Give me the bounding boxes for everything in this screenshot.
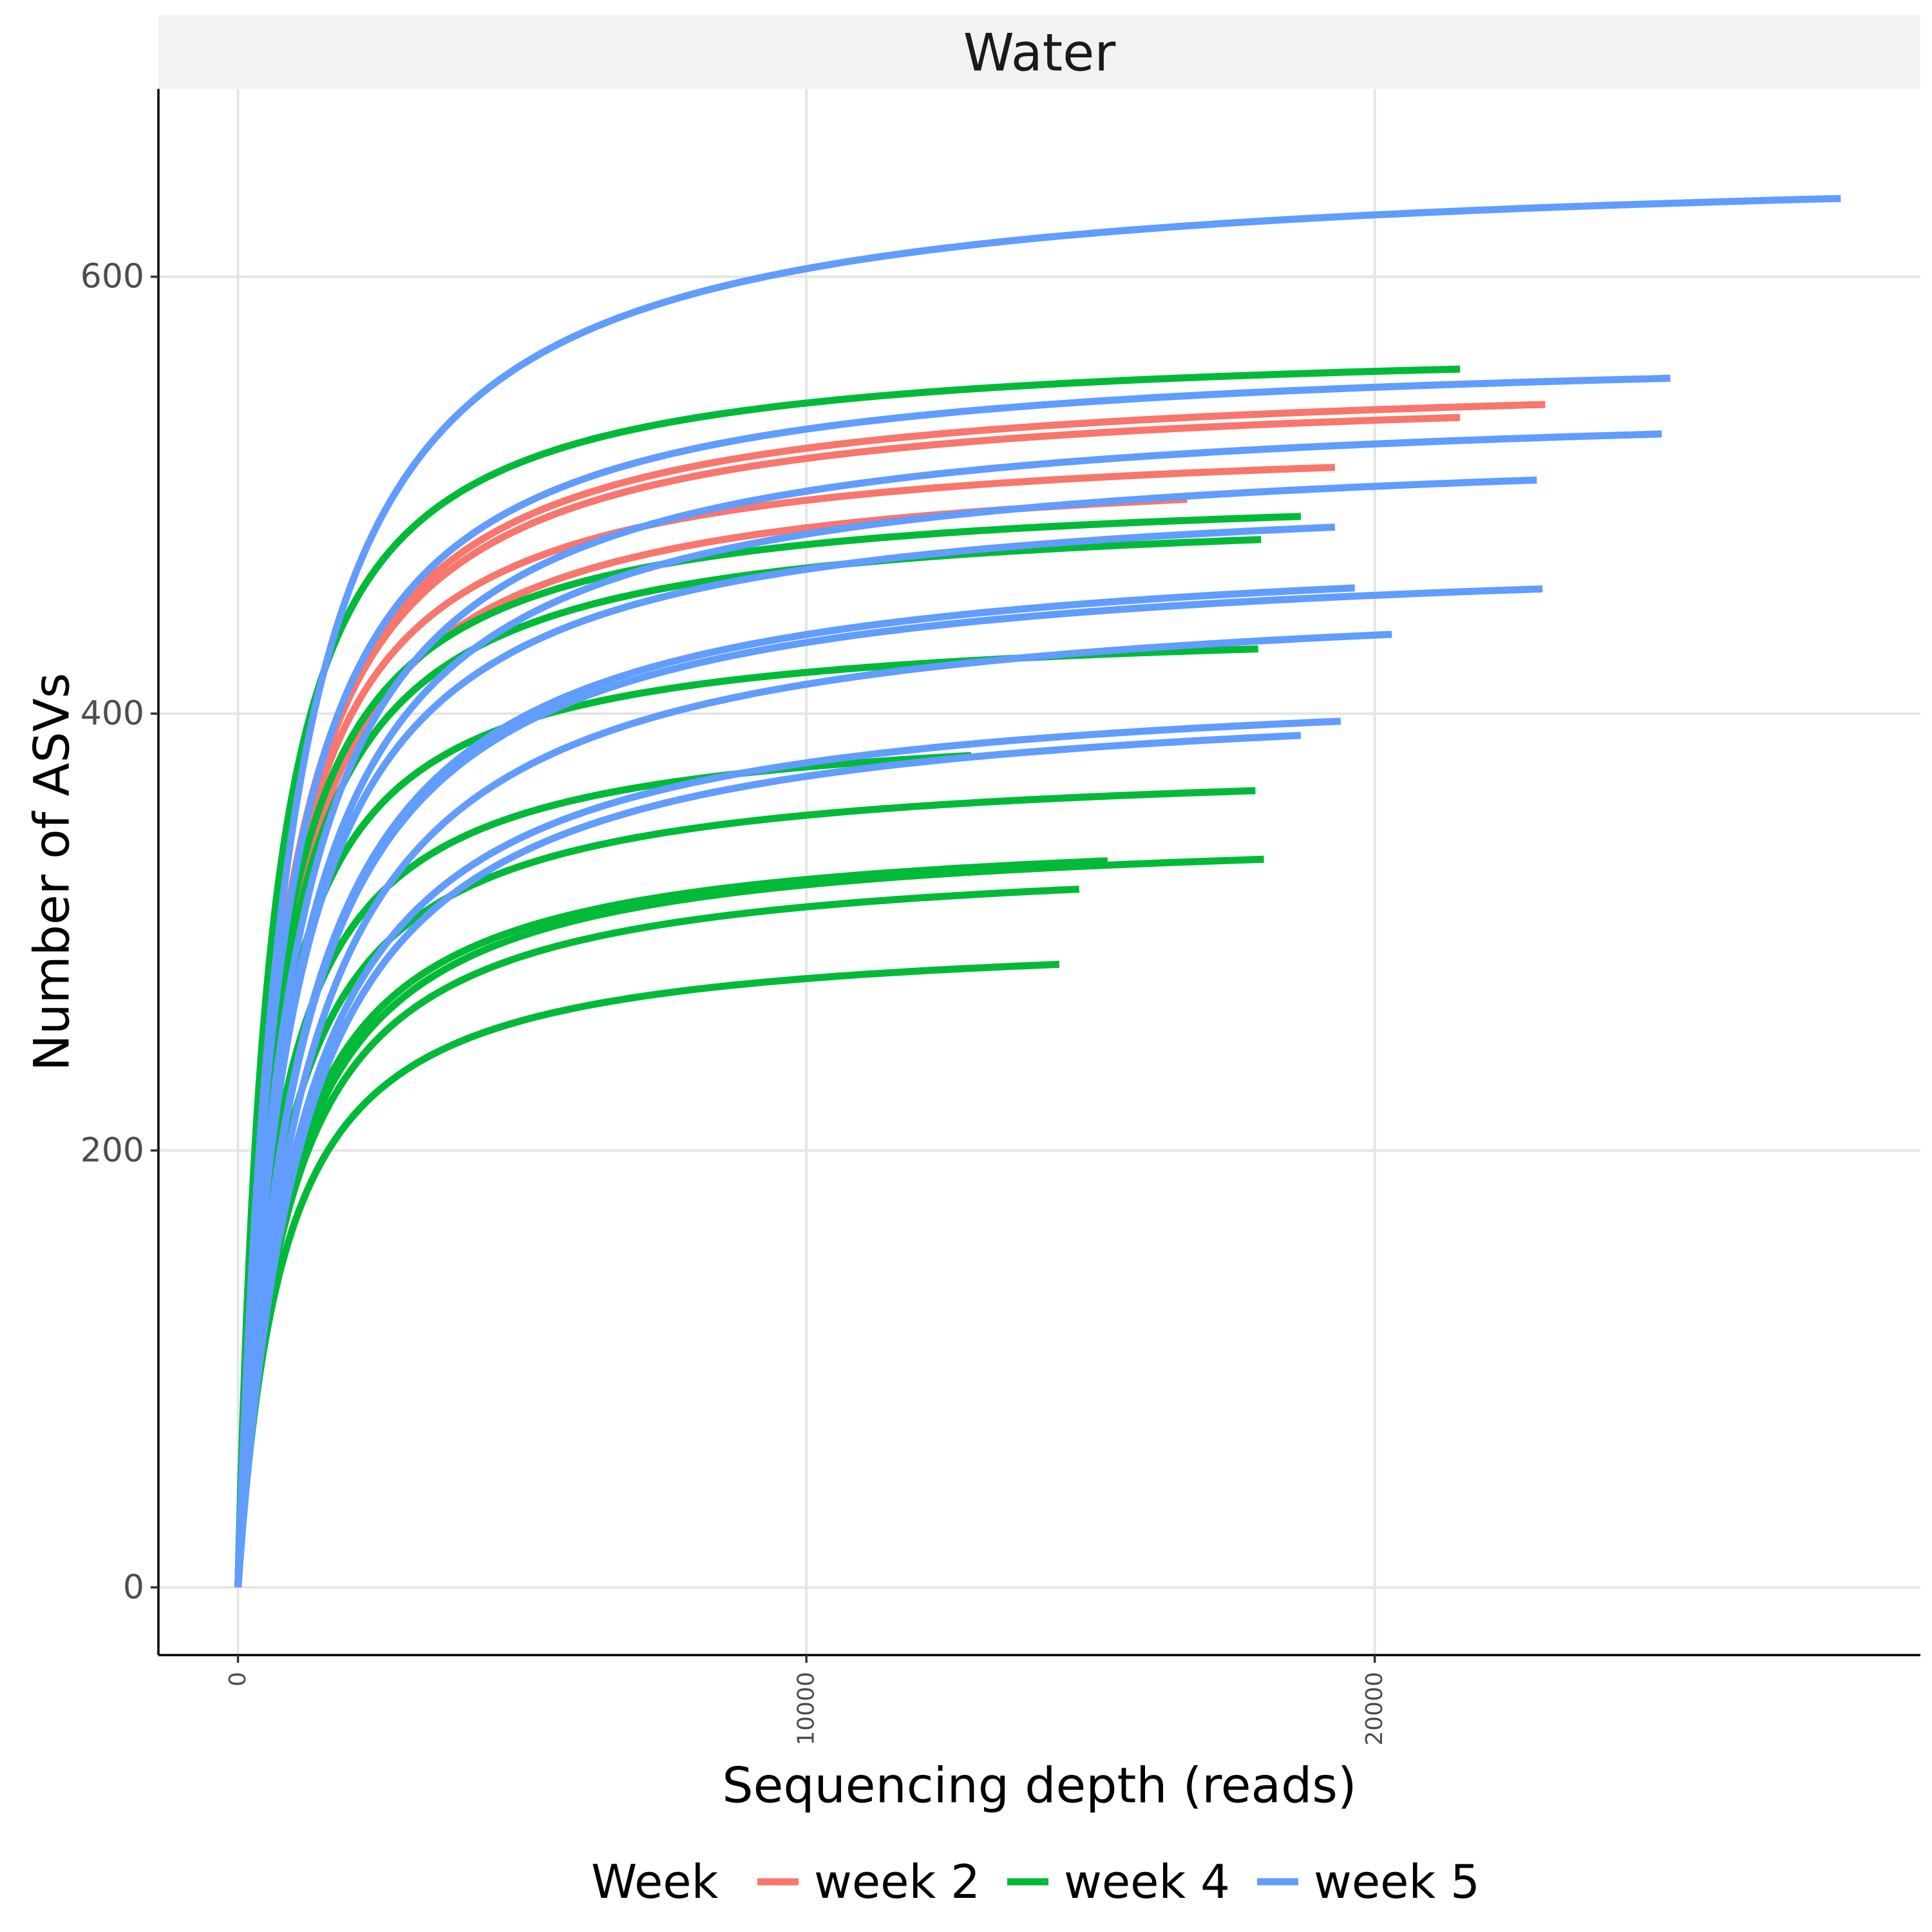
y-tick-label: 600 (80, 258, 144, 296)
x-axis-title: Sequencing depth (reads) (722, 1757, 1356, 1814)
series-lines (234, 194, 1841, 1591)
legend-label: week 5 (1314, 1855, 1480, 1909)
series-line-week-5 (234, 585, 1543, 1591)
series-line-week-4 (234, 365, 1461, 1591)
facet-strip-background (158, 15, 1920, 89)
legend-label: week 4 (1064, 1855, 1230, 1909)
gridlines (158, 89, 1920, 1655)
facet-strip-title: Water (963, 23, 1116, 83)
series-line-week-5 (234, 524, 1336, 1591)
x-axis-ticks: 0 10000 20000 (225, 1655, 1388, 1746)
legend-label: week 2 (814, 1855, 980, 1909)
y-tick-label: 200 (80, 1131, 144, 1170)
x-tick-label: 20000 (1361, 1672, 1388, 1746)
y-tick-label: 0 (123, 1568, 144, 1607)
x-tick-label: 0 (225, 1672, 251, 1687)
y-axis-title: Number of ASVs (23, 673, 80, 1072)
series-line-week-5 (234, 732, 1302, 1591)
legend-title: Week (591, 1855, 719, 1909)
y-axis-ticks: 0 200 400 600 (80, 258, 158, 1607)
series-line-week-5 (234, 194, 1841, 1591)
x-tick-label: 10000 (793, 1672, 820, 1746)
series-line-week-5 (234, 374, 1671, 1591)
axes (157, 89, 1920, 1656)
y-tick-label: 400 (80, 694, 144, 733)
legend: Week week 2 week 4 week 5 (591, 1855, 1480, 1909)
facet-strip: Water (158, 15, 1920, 89)
